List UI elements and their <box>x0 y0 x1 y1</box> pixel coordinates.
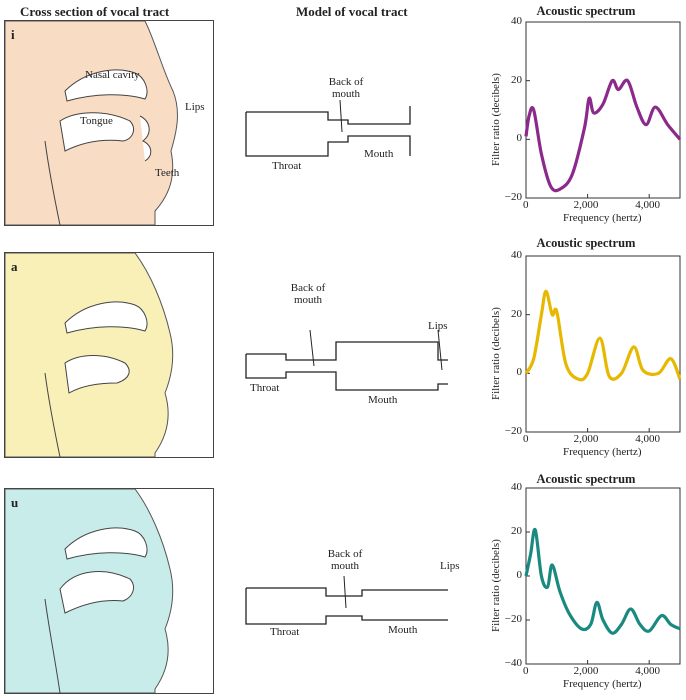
label-mouth-i: Mouth <box>364 148 394 160</box>
acoustic-spectrum-chart-a: Acoustic spectrum 40 20 0 −20 0 2,000 4,000 Fil… <box>488 232 684 468</box>
x-tick-label: 0 <box>523 199 529 211</box>
model-shape-u <box>245 587 448 625</box>
y-axis-label: Filter ratio (decibels) <box>490 539 502 632</box>
arrow-back-of-mouth-a <box>309 329 315 367</box>
label-teeth: Teeth <box>155 167 180 179</box>
label-throat-a: Throat <box>250 382 280 394</box>
x-tick-label: 0 <box>523 665 529 677</box>
label-tongue: Tongue <box>80 115 113 127</box>
y-tick-label: −20 <box>504 191 522 203</box>
model-u: Back of mouth Throat Mouth Lips <box>238 540 460 650</box>
spectrum-plot <box>524 21 682 199</box>
airway-i <box>44 140 61 225</box>
x-tick-label: 0 <box>523 433 529 445</box>
x-axis-label: Frequency (hertz) <box>563 446 642 458</box>
label-throat-u: Throat <box>270 626 300 638</box>
y-tick-label: 20 <box>511 73 522 86</box>
label-lips-a: Lips <box>428 320 448 332</box>
acoustic-spectrum-chart-i: Acoustic spectrum 40 20 0 −20 0 2,000 4,000 Fil… <box>488 0 684 230</box>
nasal-cavity-shape-u <box>64 527 148 560</box>
y-tick-label: 20 <box>511 525 522 537</box>
y-tick-label: 40 <box>511 15 522 27</box>
airway-a <box>44 372 61 457</box>
label-lips: Lips <box>185 101 205 113</box>
x-axis-label: Frequency (hertz) <box>563 678 642 690</box>
cross-section-i: i Nasal cavity Tongue Lips Teeth <box>4 20 214 226</box>
y-tick-label: −20 <box>504 425 522 437</box>
arrow-lips-a <box>437 329 443 371</box>
acoustic-spectrum-chart-u: Acoustic spectrum 40 20 0 −20 −40 0 2,000 4,000… <box>488 468 684 700</box>
label-nasal-cavity: Nasal cavity <box>85 69 140 81</box>
x-axis-label: Frequency (hertz) <box>563 212 642 224</box>
y-axis-label: Filter ratio (decibels) <box>490 73 502 166</box>
model-diagram-i <box>245 99 411 157</box>
model-shape-i <box>245 106 411 157</box>
vowel-label-u: u <box>11 495 19 510</box>
y-tick-label: 0 <box>516 366 523 379</box>
model-i: Back of mouth Throat Mouth <box>238 60 448 180</box>
tongue-shape-a <box>64 355 130 394</box>
arrow-back-of-mouth-u <box>343 575 347 609</box>
label-back-of-mouth-u: Back of mouth <box>327 548 363 572</box>
label-throat-i: Throat <box>272 160 302 172</box>
head-fill-a <box>5 253 174 457</box>
chart-title: Acoustic spectrum <box>536 236 636 250</box>
vocal-tract-illustration-a <box>5 253 213 457</box>
y-axis-label: Filter ratio (decibels) <box>490 307 502 400</box>
plot-frame <box>525 255 681 433</box>
x-tick-label: 2,000 <box>573 665 599 677</box>
label-mouth-a: Mouth <box>368 394 398 406</box>
header-cross-section: Cross section of vocal tract <box>20 4 170 19</box>
x-tick-label: 4,000 <box>635 433 660 445</box>
y-tick-label: 40 <box>511 481 522 493</box>
chart-title: Acoustic spectrum <box>536 472 636 486</box>
vocal-tract-illustration-i <box>5 21 213 225</box>
x-tick-label: 2,000 <box>573 199 599 211</box>
vocal-tract-illustration-u <box>5 489 213 693</box>
spectrum-line <box>524 527 681 635</box>
arrow-back-of-mouth-i <box>339 99 343 133</box>
cross-section-u: u <box>4 488 214 694</box>
tongue-shape-u <box>59 571 134 614</box>
plot-frame <box>525 21 681 199</box>
y-tick-label: −40 <box>504 657 522 669</box>
nasal-cavity-shape-i <box>64 69 148 102</box>
y-tick-label: 40 <box>511 249 522 261</box>
model-diagram-a <box>245 329 448 391</box>
vowel-label-a: a <box>11 259 18 274</box>
y-tick-label: 20 <box>511 307 522 320</box>
spectrum-plot <box>524 487 681 665</box>
x-tick-label: 4,000 <box>635 199 660 211</box>
y-tick-label: 0 <box>516 569 523 581</box>
nasal-cavity-shape-a <box>64 301 148 334</box>
label-back-of-mouth-i: Back of mouth <box>328 76 364 100</box>
vowel-label-i: i <box>11 27 15 42</box>
label-back-of-mouth-a: Back of mouth <box>290 282 326 306</box>
spectrum-plot <box>524 255 682 433</box>
lip-shape-i <box>139 115 152 162</box>
label-lips-u: Lips <box>440 560 460 572</box>
header-model: Model of vocal tract <box>296 4 408 19</box>
chart-title: Acoustic spectrum <box>536 4 636 18</box>
label-mouth-u: Mouth <box>388 624 418 636</box>
airway-u <box>44 598 61 693</box>
model-a: Back of mouth Throat Mouth Lips <box>238 280 448 410</box>
cross-section-a: a <box>4 252 214 458</box>
spectrum-line <box>524 289 682 382</box>
spectrum-line <box>524 78 682 193</box>
tongue-shape-i <box>59 112 134 152</box>
x-tick-label: 4,000 <box>635 665 660 677</box>
model-shape-a <box>245 341 448 391</box>
y-tick-label: 0 <box>516 132 523 145</box>
y-tick-label: −20 <box>504 613 522 625</box>
x-tick-label: 2,000 <box>573 433 599 445</box>
